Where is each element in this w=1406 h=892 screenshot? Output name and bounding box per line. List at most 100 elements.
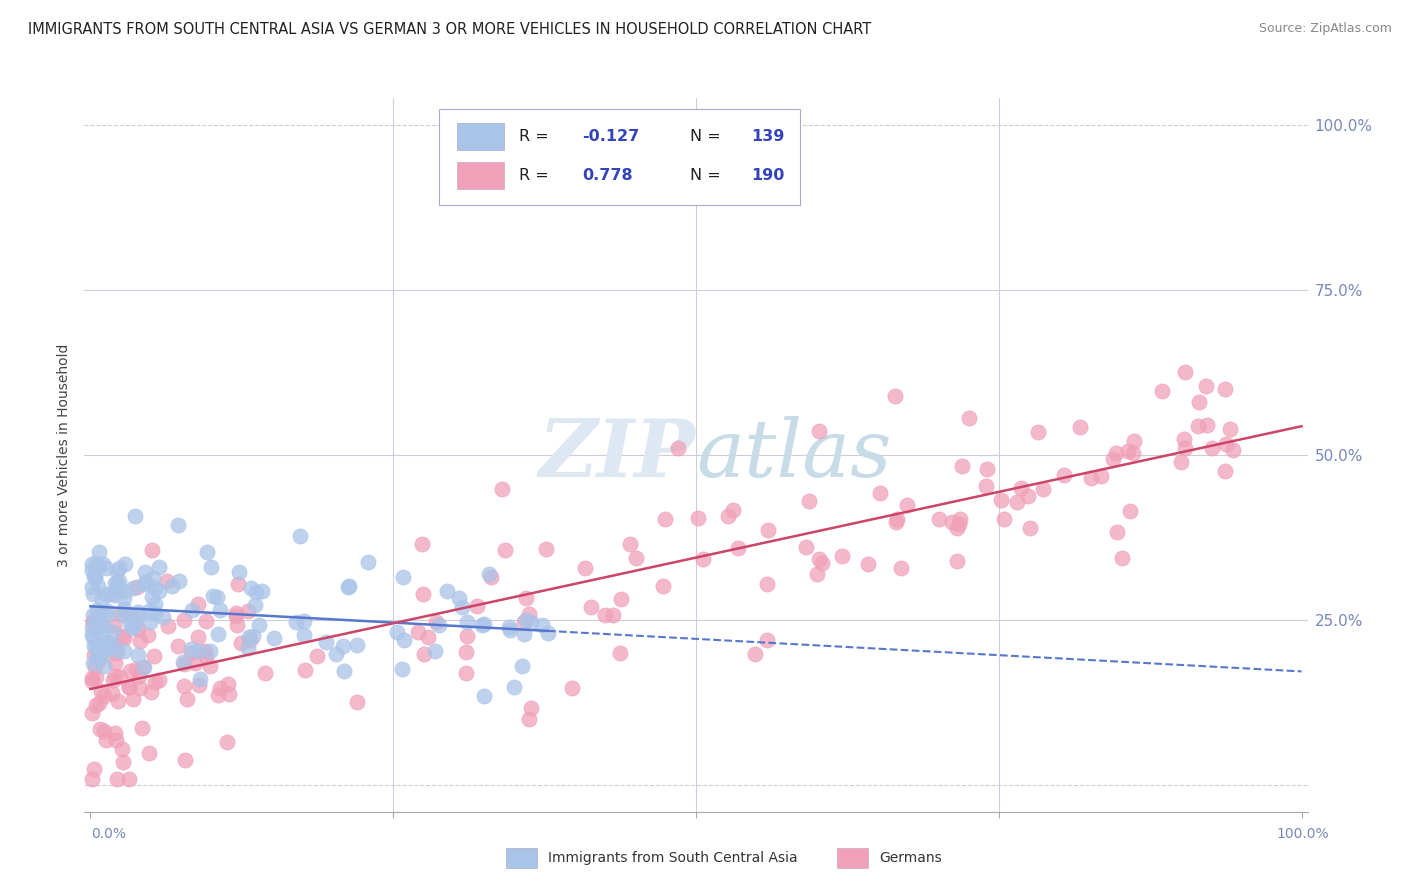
Point <box>515 591 537 605</box>
Point <box>510 659 533 673</box>
Point <box>1102 451 1125 466</box>
Point <box>429 618 451 632</box>
Point <box>86 623 108 637</box>
Point <box>80 706 103 720</box>
Point <box>112 629 135 643</box>
Point <box>744 647 766 661</box>
Point <box>138 746 160 760</box>
Point <box>797 494 820 508</box>
Text: 100.0%: 100.0% <box>1277 827 1329 841</box>
Point <box>333 664 356 678</box>
Point <box>127 648 149 662</box>
Point <box>240 581 263 595</box>
Point <box>90 648 112 662</box>
Point <box>392 570 415 584</box>
Point <box>84 698 107 712</box>
Point <box>143 648 166 663</box>
Point <box>654 512 676 526</box>
Point <box>515 613 537 627</box>
Point <box>811 556 834 570</box>
Point <box>176 691 198 706</box>
Point <box>1195 379 1218 393</box>
Text: ZIP: ZIP <box>538 417 696 493</box>
Point <box>128 608 150 623</box>
Point <box>173 679 195 693</box>
Point <box>135 575 157 590</box>
Point <box>83 568 105 582</box>
Text: 190: 190 <box>751 168 785 183</box>
Point <box>82 631 104 645</box>
Point <box>118 681 141 695</box>
Point <box>117 772 139 786</box>
Point <box>941 515 963 529</box>
Bar <box>457 123 503 150</box>
Point <box>162 579 184 593</box>
Point <box>110 607 132 622</box>
Point <box>721 503 744 517</box>
Point <box>315 635 337 649</box>
Point <box>423 644 446 658</box>
Text: 139: 139 <box>751 129 785 145</box>
Point <box>325 647 347 661</box>
Point <box>884 515 907 529</box>
Point <box>243 598 266 612</box>
Point <box>87 545 110 559</box>
Point <box>1219 422 1241 436</box>
Text: Immigrants from South Central Asia: Immigrants from South Central Asia <box>548 851 799 865</box>
Point <box>294 663 316 677</box>
Point <box>105 575 128 590</box>
Point <box>148 560 170 574</box>
Point <box>411 536 433 550</box>
Point <box>80 563 103 577</box>
Point <box>1026 425 1049 439</box>
Point <box>180 642 202 657</box>
Point <box>242 629 264 643</box>
Point <box>928 512 950 526</box>
Y-axis label: 3 or more Vehicles in Household: 3 or more Vehicles in Household <box>58 343 72 566</box>
Point <box>118 615 141 630</box>
Point <box>87 607 110 622</box>
Point <box>118 681 141 695</box>
Point <box>593 608 616 623</box>
Text: IMMIGRANTS FROM SOUTH CENTRAL ASIA VS GERMAN 3 OR MORE VEHICLES IN HOUSEHOLD COR: IMMIGRANTS FROM SOUTH CENTRAL ASIA VS GE… <box>28 22 872 37</box>
Point <box>112 644 135 658</box>
Point <box>195 649 218 664</box>
Point <box>491 482 513 496</box>
Point <box>139 615 162 629</box>
Point <box>1018 521 1040 535</box>
Point <box>91 557 114 571</box>
Point <box>96 561 118 575</box>
Point <box>143 674 166 689</box>
Text: R =: R = <box>519 168 554 183</box>
Point <box>456 615 478 629</box>
Point <box>1069 419 1091 434</box>
Point <box>103 575 125 590</box>
Point <box>143 607 166 621</box>
Point <box>436 584 458 599</box>
Point <box>1213 464 1236 478</box>
Point <box>239 632 262 647</box>
Point <box>103 640 125 654</box>
Point <box>250 583 273 598</box>
Point <box>217 677 239 691</box>
Point <box>254 666 277 681</box>
Point <box>93 689 115 703</box>
Point <box>172 655 194 669</box>
Point <box>80 673 103 688</box>
Point <box>84 638 107 652</box>
Point <box>478 567 501 582</box>
Point <box>84 556 107 570</box>
Point <box>1111 550 1133 565</box>
Point <box>83 762 105 776</box>
Point <box>385 624 408 639</box>
Point <box>513 627 536 641</box>
Point <box>339 579 361 593</box>
Point <box>503 680 526 694</box>
Point <box>336 580 359 594</box>
Point <box>1152 384 1174 399</box>
Point <box>188 677 211 691</box>
Point <box>84 660 107 674</box>
Point <box>111 607 134 622</box>
Point <box>112 584 135 599</box>
Point <box>138 604 160 618</box>
